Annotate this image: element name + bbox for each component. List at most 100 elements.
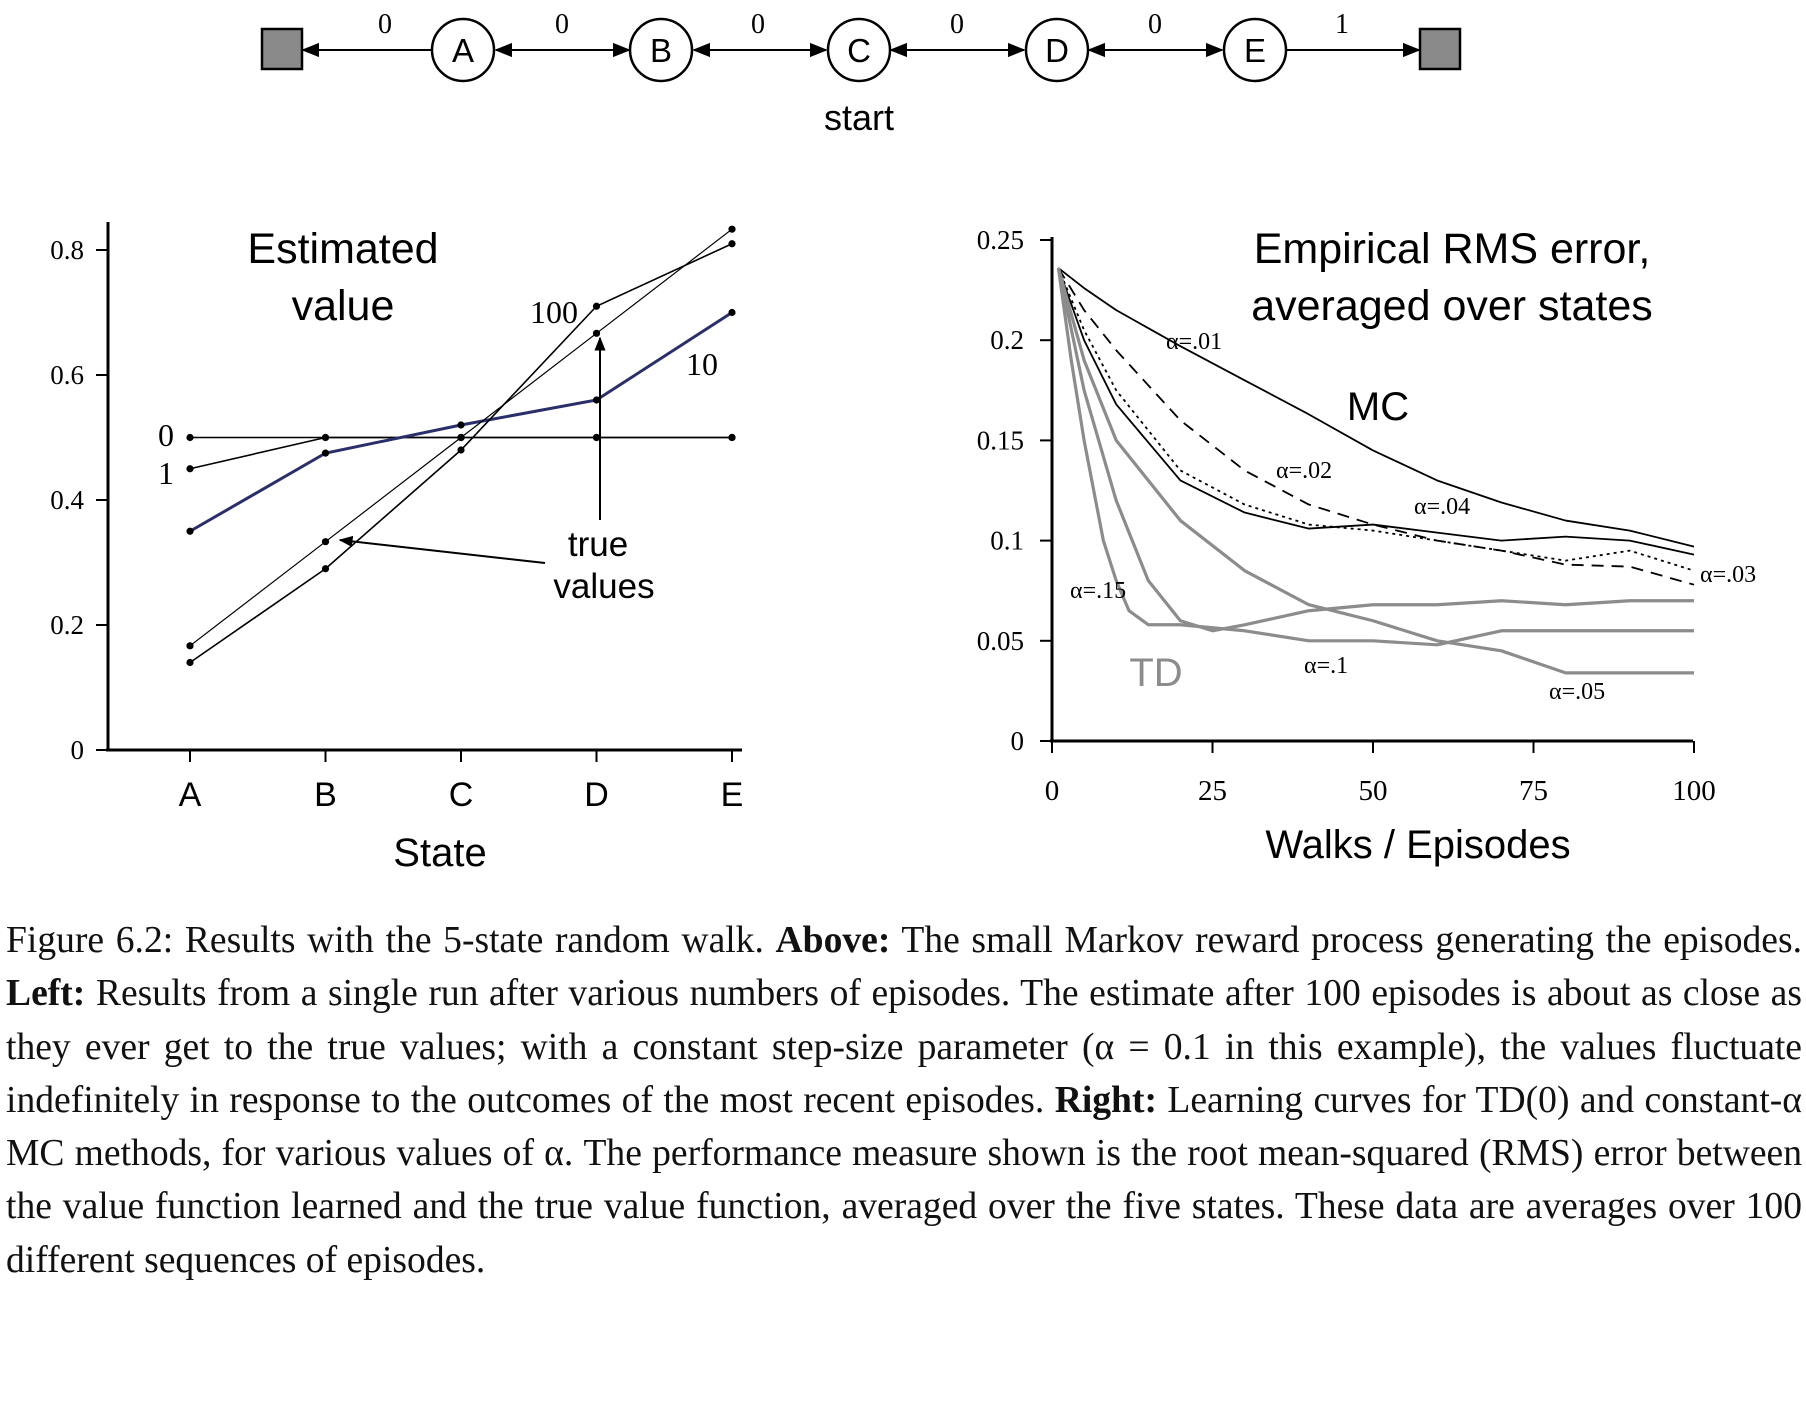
left-series-point: [592, 302, 601, 310]
left-series-label: 100: [530, 294, 578, 330]
state-label-a: A: [452, 32, 474, 69]
caption-left-text: Results from a single run after various …: [6, 973, 1802, 1121]
left-chart-title-line1: Estimated: [247, 225, 438, 273]
right-series-label: α=.04: [1414, 494, 1470, 520]
reward-label-5: 1: [1335, 9, 1349, 40]
right-series-line-3: [1057, 267, 1695, 556]
state-node-e: [1222, 17, 1288, 83]
markov-diagram: A B C D E 0 0 0 0 0 1 start: [260, 9, 1462, 138]
right-y-tick-label: 0.1: [990, 526, 1024, 556]
td-group-label: TD: [1129, 651, 1182, 695]
left-series-point: [457, 433, 465, 442]
right-series-line-4: [1056, 267, 1694, 675]
right-series-label: α=.05: [1549, 679, 1605, 705]
right-y-tick-label: 0.2: [990, 325, 1024, 355]
left-series-point: [186, 527, 194, 535]
rms-error-chart: 0 0.05 0.1 0.15 0.2 0.25 0 25 50 75 100 α=.01 α=.0…: [977, 225, 1756, 867]
left-x-tick-label: E: [721, 776, 744, 814]
left-series-point: [186, 642, 194, 650]
right-x-tick-label: 100: [1672, 775, 1716, 807]
left-y-tick-label: 0.4: [50, 485, 84, 515]
left-series-label: 0: [158, 417, 174, 453]
reward-label-3: 0: [950, 9, 964, 40]
right-chart-title-line2: averaged over states: [1251, 282, 1653, 330]
left-x-tick-label: D: [584, 776, 609, 814]
true-values-arrow-left: [338, 535, 546, 564]
left-series-point: [457, 421, 465, 429]
state-node-b: [628, 17, 694, 83]
left-y-tick-label: 0.2: [50, 610, 84, 640]
left-series-point: [728, 308, 736, 317]
left-series-point: [321, 433, 330, 442]
right-y-tick-label: 0.25: [977, 225, 1024, 255]
left-chart-title-line2: value: [292, 282, 395, 330]
caption-left-label: Left:: [6, 973, 86, 1015]
terminal-left: [260, 27, 304, 71]
state-label-b: B: [650, 32, 672, 69]
caption-right-label: Right:: [1054, 1079, 1157, 1121]
left-series-point: [186, 658, 194, 667]
reward-label-1: 0: [555, 9, 569, 40]
start-label: start: [824, 97, 894, 138]
reward-label-0: 0: [378, 9, 392, 40]
right-y-tick-label: 0.15: [977, 425, 1024, 455]
left-series-point: [321, 538, 330, 546]
figure: A B C D E 0 0 0 0 0 1 start 0 0.2 0.4 0.6 0.…: [50, 9, 1756, 875]
right-series-line-0: [1057, 267, 1695, 548]
left-y-tick-label: 0.8: [50, 235, 84, 265]
right-x-axis-label: Walks / Episodes: [1265, 823, 1570, 867]
left-series-point: [728, 240, 736, 248]
right-series-line-1: [1057, 267, 1695, 586]
caption-lead: Results with the 5-state random walk.: [184, 920, 764, 961]
left-series-point: [321, 449, 330, 457]
right-series-label: α=.02: [1276, 458, 1332, 484]
state-node-d: [1024, 17, 1090, 83]
left-y-tick-label: 0: [71, 735, 85, 765]
caption-above-text: The small Markov reward process generati…: [901, 920, 1803, 961]
terminal-right: [1418, 27, 1462, 71]
state-label-c: C: [847, 32, 871, 69]
mc-group-label: MC: [1347, 385, 1409, 429]
left-x-tick-label: C: [449, 776, 474, 814]
left-series-point: [728, 225, 736, 233]
caption-figure-label: Figure 6.2:: [6, 920, 174, 961]
reward-label-4: 0: [1148, 9, 1162, 40]
reward-label-2: 0: [751, 9, 765, 40]
state-node-a: [430, 17, 496, 83]
caption-right-text: Learning curves for TD(0) and constant-α…: [6, 1079, 1802, 1281]
left-series-point: [728, 433, 736, 442]
left-series-point: [457, 446, 465, 454]
left-series-point: [592, 396, 601, 404]
right-chart-title-line1: Empirical RMS error,: [1254, 225, 1651, 273]
right-series-line-5: [1056, 267, 1694, 633]
right-series-label: α=.03: [1700, 562, 1756, 588]
right-series-line-6: [1056, 267, 1694, 647]
left-series-point: [321, 565, 330, 573]
right-series-label: α=.01: [1166, 329, 1222, 355]
left-series-point: [592, 329, 601, 337]
left-x-tick-label: A: [179, 776, 202, 814]
left-x-tick-label: B: [314, 776, 337, 814]
caption-above-label: Above:: [775, 920, 891, 961]
true-values-label-line2: values: [553, 567, 654, 606]
left-series-label: 1: [158, 455, 174, 491]
right-series-label: α=.1: [1304, 653, 1348, 679]
figure-caption: Figure 6.2: Results with the 5-state ran…: [6, 914, 1802, 1287]
state-label-e: E: [1244, 32, 1266, 69]
right-series-label: α=.15: [1070, 578, 1126, 604]
right-x-tick-label: 25: [1198, 775, 1227, 807]
state-label-d: D: [1045, 32, 1069, 69]
right-y-tick-label: 0: [1011, 726, 1025, 756]
true-values-label-line1: true: [568, 525, 628, 564]
right-x-tick-label: 75: [1519, 775, 1548, 807]
right-x-tick-label: 50: [1359, 775, 1388, 807]
left-series-point: [186, 433, 194, 442]
right-x-tick-label: 0: [1045, 775, 1060, 807]
right-y-tick-label: 0.05: [977, 626, 1024, 656]
left-series-label: 10: [686, 346, 718, 382]
state-node-c: [826, 17, 892, 83]
left-y-tick-label: 0.6: [50, 360, 84, 390]
left-series-point: [186, 465, 194, 473]
left-series-point: [592, 433, 601, 442]
left-x-axis-label: State: [393, 831, 486, 875]
